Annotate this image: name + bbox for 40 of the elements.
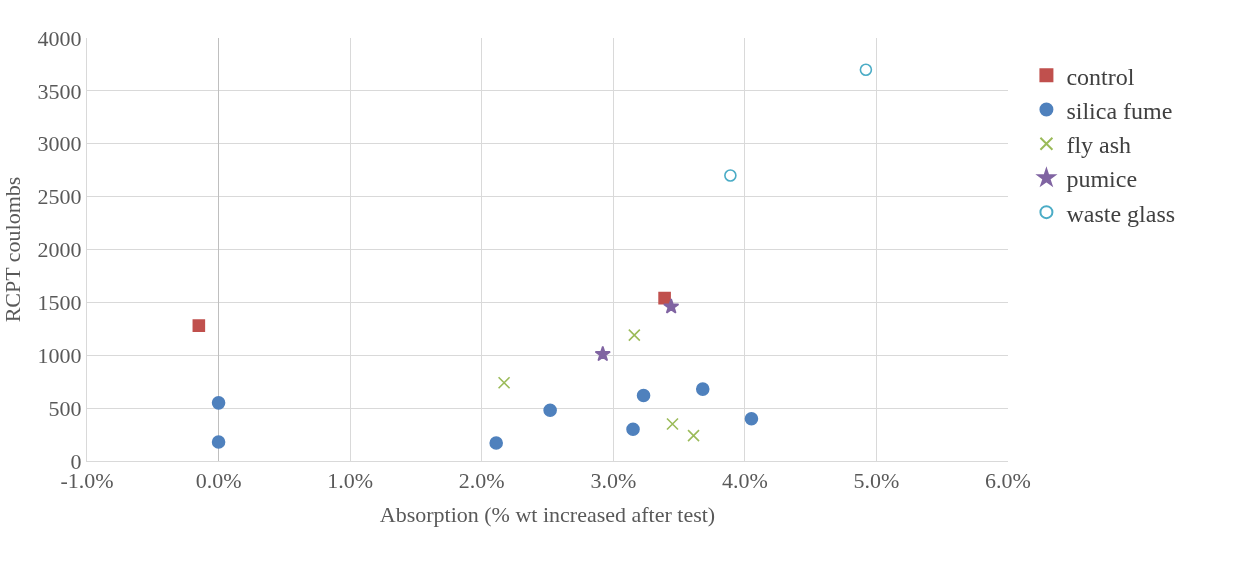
point <box>594 345 611 362</box>
y-tick-label: 500 <box>48 395 82 421</box>
x-tick-label: 0.0% <box>195 468 242 494</box>
point <box>859 63 873 77</box>
x-tick-label: 4.0% <box>721 468 768 494</box>
x-tick-label: 1.0% <box>327 468 374 494</box>
point <box>636 388 651 403</box>
point <box>687 429 700 442</box>
y-axis-title: RCPT coulombs <box>0 176 26 323</box>
x-axis-title: Absorption (% wt increased after test) <box>379 502 716 528</box>
legend-label: fly ash <box>1066 132 1132 159</box>
point <box>695 382 710 396</box>
x-tick-label: 6.0% <box>985 468 1031 494</box>
point <box>628 328 641 342</box>
legend-label: waste glass <box>1066 200 1176 227</box>
point <box>663 298 680 314</box>
point <box>211 396 226 410</box>
point <box>658 291 671 305</box>
point <box>211 435 226 449</box>
y-tick-label: 2000 <box>37 237 82 263</box>
point <box>744 411 759 426</box>
point <box>543 403 557 418</box>
point <box>626 422 640 437</box>
y-tick-label: 1500 <box>37 290 82 316</box>
y-tick-label: 3500 <box>37 78 82 104</box>
y-tick-label: 2500 <box>37 184 82 210</box>
point <box>666 417 679 431</box>
point <box>497 376 511 390</box>
x-tick-label: 3.0% <box>590 468 637 494</box>
point <box>192 319 206 332</box>
point <box>489 436 503 450</box>
legend-label: control <box>1066 63 1135 90</box>
x-tick-label: 5.0% <box>853 468 900 494</box>
y-tick-label: 3000 <box>37 131 82 157</box>
point <box>724 169 737 182</box>
legend-label: pumice <box>1066 166 1138 193</box>
legend-label: silica fume <box>1066 97 1173 124</box>
y-tick-label: 4000 <box>37 25 82 51</box>
x-tick-label: 2.0% <box>458 468 505 494</box>
y-tick-label: 1000 <box>37 342 82 368</box>
